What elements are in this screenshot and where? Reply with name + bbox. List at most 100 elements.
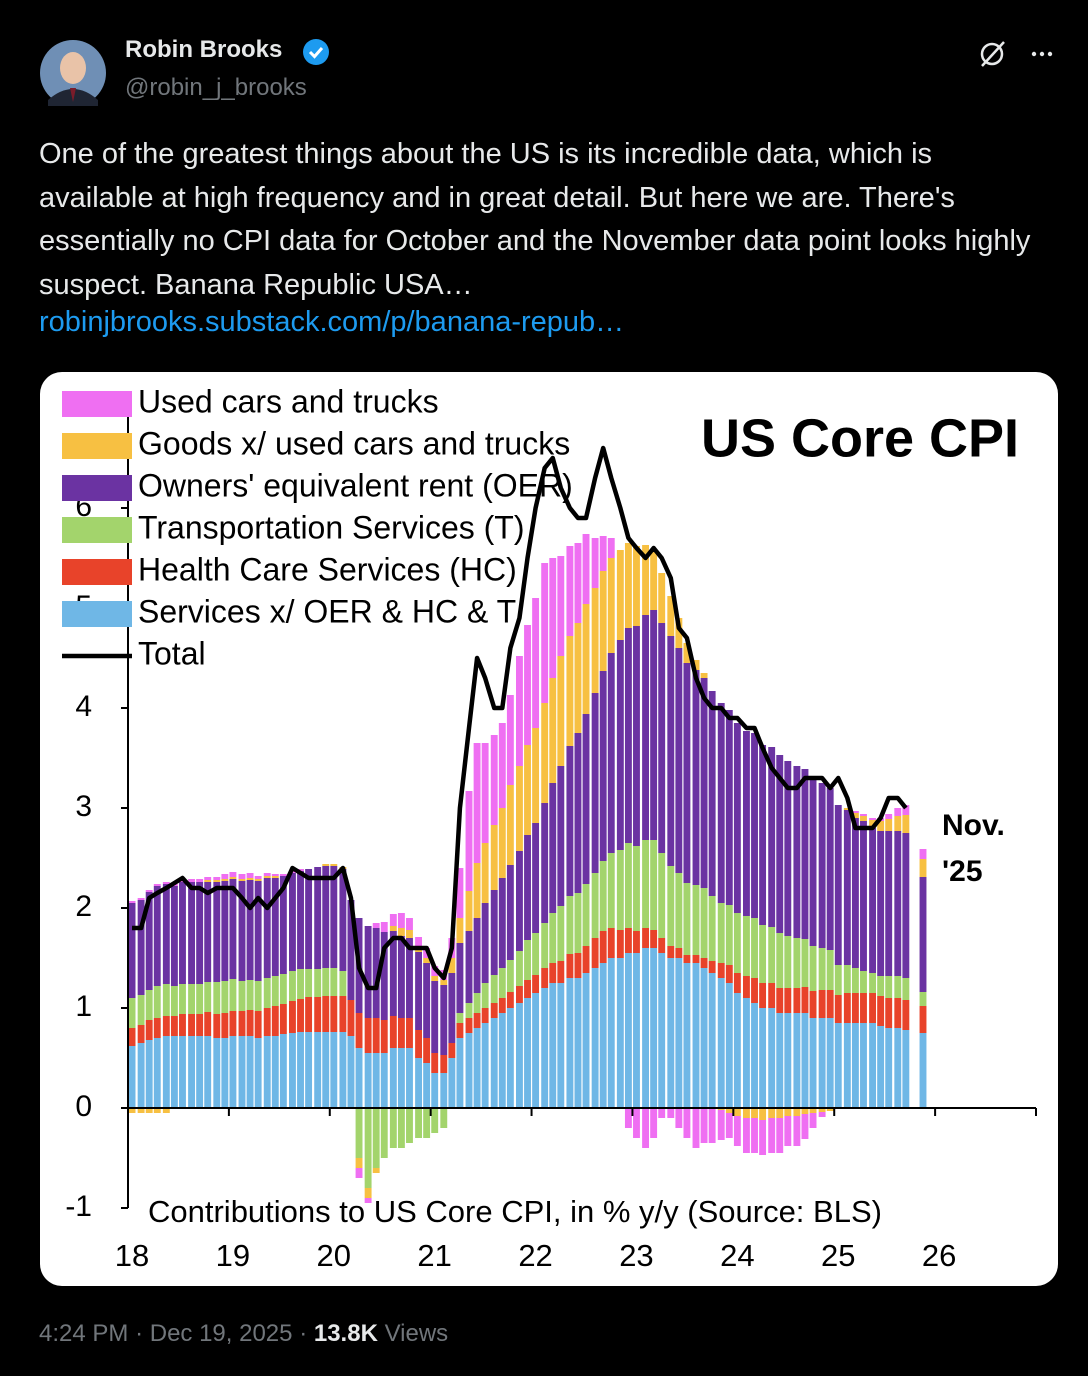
bar-segment (213, 877, 221, 880)
header-icons[interactable] (978, 38, 1068, 70)
bar-segment (919, 1033, 927, 1108)
bar-segment (633, 546, 640, 626)
bar-segment (877, 996, 885, 1026)
bar-segment (733, 913, 741, 973)
bar-segment (431, 1108, 439, 1133)
bar-segment (229, 872, 237, 877)
bar-segment (776, 1108, 784, 1118)
bar-segment (843, 1023, 851, 1108)
bar-segment (607, 558, 615, 653)
bar-segment (289, 971, 296, 1001)
bar-segment (188, 882, 196, 984)
bar-segment (557, 906, 565, 961)
bar-segment (751, 918, 758, 978)
time[interactable]: 4:24 PM (39, 1320, 129, 1347)
bar-segment (481, 903, 489, 983)
bar-segment (145, 1040, 153, 1108)
bar-segment (667, 596, 675, 636)
bar-segment (574, 543, 582, 623)
bar-segment (305, 969, 313, 997)
legend-label: Services x/ OER & HC & T (138, 593, 516, 629)
chart-card[interactable]: -10123456181920212223242526Contributions… (40, 372, 1058, 1286)
bar-segment (498, 808, 506, 878)
bar-segment (364, 1108, 372, 1188)
bar-segment (591, 938, 599, 968)
bar-segment (229, 1036, 237, 1108)
bar-segment (364, 1018, 372, 1053)
bar-segment (314, 997, 322, 1032)
bar-segment (289, 1001, 296, 1033)
bar-segment (541, 968, 549, 988)
bar-segment (599, 671, 607, 861)
legend-swatch (62, 601, 132, 627)
bar-segment (809, 1113, 817, 1128)
legend-label: Goods x/ used cars and trucks (138, 425, 570, 461)
bar-segment (683, 963, 691, 1108)
bar-segment (170, 1016, 178, 1036)
bar-segment (246, 880, 254, 980)
bar-segment (768, 983, 776, 1008)
bar-segment (465, 791, 473, 891)
bar-segment (289, 873, 296, 971)
bar-segment (297, 999, 304, 1032)
legend-label: Health Care Services (HC) (138, 551, 517, 587)
bar-segment (145, 892, 153, 990)
bar-segment (675, 648, 683, 873)
bar-segment (532, 823, 540, 933)
author-name[interactable]: Robin Brooks (125, 36, 283, 63)
bar-segment (768, 747, 776, 927)
bar-segment (380, 932, 388, 1020)
bar-segment (415, 1058, 423, 1108)
bar-segment (448, 973, 456, 1043)
bar-segment (506, 1008, 514, 1108)
bar-segment (213, 882, 221, 982)
bar-segment (254, 876, 262, 879)
bar-segment (843, 993, 851, 1023)
avatar[interactable] (40, 40, 106, 106)
bar-segment (616, 640, 624, 850)
author-handle[interactable]: @robin_j_brooks (125, 74, 307, 101)
bar-segment (692, 660, 700, 670)
bar-segment (162, 984, 170, 1016)
bar-segment (574, 733, 582, 893)
bar-segment (490, 1018, 498, 1108)
bar-segment (423, 1063, 431, 1108)
verified-badge (303, 39, 329, 65)
bar-segment (339, 996, 347, 1032)
bar-segment (524, 998, 531, 1108)
bar-segment (397, 936, 405, 1018)
bar-segment (330, 864, 338, 866)
bar-segment (818, 783, 826, 948)
bar-segment (254, 879, 262, 881)
date[interactable]: Dec 19, 2025 (149, 1320, 293, 1347)
bar-segment (490, 735, 498, 825)
bar-segment (456, 868, 464, 918)
bar-segment (894, 976, 902, 998)
bar-segment (179, 1014, 186, 1036)
bar-segment (582, 714, 590, 884)
bar-segment (801, 1108, 809, 1114)
bar-segment (516, 986, 523, 1003)
annotation: Nov. (942, 809, 1005, 842)
bar-segment (162, 1108, 170, 1113)
bar-segment (397, 1018, 405, 1048)
bar-segment (238, 879, 246, 881)
bar-segment (213, 1038, 221, 1108)
separator: · (135, 1320, 144, 1347)
bar-segment (389, 914, 397, 926)
bar-segment (692, 955, 700, 963)
bar-segment (700, 968, 708, 1108)
bar-segment (877, 821, 885, 831)
bar-segment (339, 869, 347, 971)
bar-segment (246, 878, 254, 880)
bar-segment (516, 951, 523, 986)
bar-segment (894, 831, 902, 976)
bar-segment (683, 883, 691, 955)
tweet-link[interactable]: robinjbrooks.substack.com/p/banana-repub… (39, 306, 625, 338)
bar-segment (725, 710, 733, 905)
bar-segment (851, 993, 859, 1023)
bar-segment (860, 814, 867, 816)
legend-swatch (62, 433, 132, 459)
bar-segment (473, 863, 481, 918)
legend-label: Total (138, 635, 206, 671)
